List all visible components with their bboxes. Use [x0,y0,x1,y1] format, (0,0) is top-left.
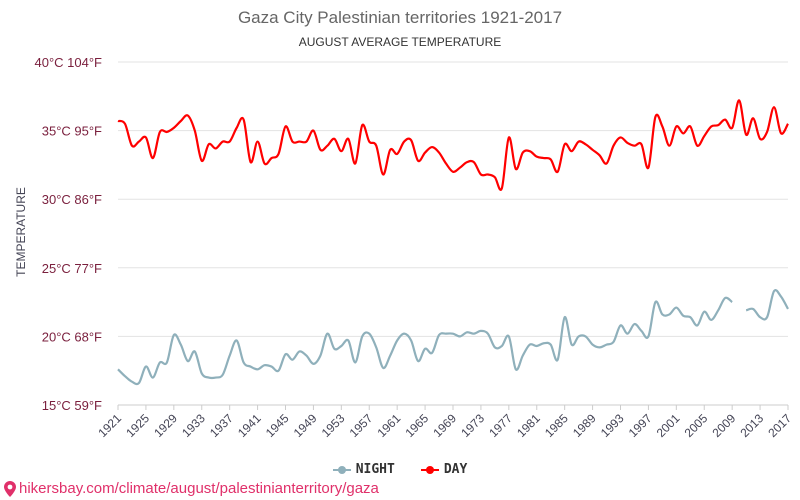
x-tick-label: 1993 [598,411,627,440]
y-tick-label: 30°C 86°F [42,192,102,207]
series-line-day [117,99,789,191]
series-line-night [117,289,789,386]
x-tick-label: 1937 [207,411,236,440]
legend-item-day[interactable]: DAY [420,462,468,477]
x-tick-label: 1953 [319,411,348,440]
x-tick-label: 1921 [95,411,124,440]
x-tick-label: 2001 [654,411,683,440]
x-tick-label: 2017 [765,411,794,440]
x-tick-label: 1973 [458,411,487,440]
x-tick-label: 1977 [486,411,515,440]
legend: NIGHT DAY [0,462,800,477]
x-tick-label: 1985 [542,411,571,440]
x-tick-label: 1945 [263,411,292,440]
x-tick-label: 1969 [430,411,459,440]
chart-title: Gaza City Palestinian territories 1921-2… [237,8,563,27]
x-tick-label: 1997 [626,411,655,440]
y-tick-label: 40°C 104°F [35,55,103,70]
x-tick-label: 1965 [402,411,431,440]
x-tick-label: 1941 [235,411,264,440]
y-tick-label: 15°C 59°F [42,398,102,413]
x-tick-label: 2013 [737,411,766,440]
footer-url[interactable]: hikersbay.com/climate/august/palestinian… [19,480,379,497]
y-tick-label: 20°C 68°F [42,329,102,344]
day-legend-marker-icon [420,465,439,474]
x-tick-label: 1981 [514,411,543,440]
x-tick-label: 2009 [710,411,739,440]
x-tick-label: 1949 [291,411,320,440]
night-legend-marker-icon [332,465,351,474]
footer-link[interactable]: hikersbay.com/climate/august/palestinian… [4,480,379,497]
legend-label-night: NIGHT [355,462,395,477]
x-tick-label: 1925 [123,411,152,440]
legend-label-day: DAY [443,462,468,477]
x-tick-label: 1989 [570,411,599,440]
y-axis-label: TEMPERATURE [14,187,28,277]
x-tick-label: 1957 [347,411,376,440]
legend-item-night[interactable]: NIGHT [332,462,395,477]
line-chart: 15°C 59°F 20°C 68°F 25°C 77°F 30°C 86°F 35°C… [14,55,794,440]
chart-subtitle: AUGUST AVERAGE TEMPERATURE [298,35,502,49]
y-tick-label: 25°C 77°F [42,261,102,276]
x-tick-label: 1929 [151,411,180,440]
map-pin-icon [4,480,16,497]
y-tick-label: 35°C 95°F [42,124,102,139]
x-tick-label: 1933 [179,411,208,440]
x-tick-label: 1961 [375,411,404,440]
x-tick-label: 2005 [682,411,711,440]
